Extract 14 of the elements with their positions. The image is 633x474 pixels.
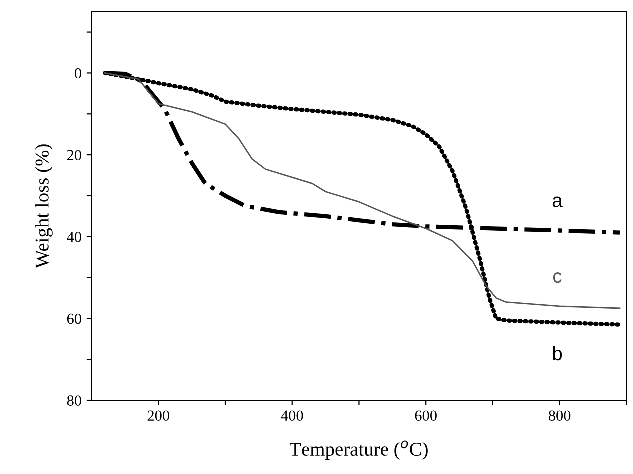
x-axis-title: Temperature ($^{o}$C) (290, 440, 428, 460)
y-axis-title: Weight loss (%) (35, 144, 53, 269)
x-tick-label: 800 (548, 410, 571, 422)
series-label: a (552, 196, 563, 208)
series-label: c (553, 272, 562, 284)
y-tick-label: 20 (67, 150, 82, 160)
y-tick-label: 0 (75, 68, 82, 79)
series-label: b (553, 346, 562, 361)
x-tick-label: 600 (415, 410, 437, 422)
y-tick-label: 60 (67, 314, 82, 324)
y-tick-label: 40 (67, 232, 82, 242)
x-tick-label: 400 (281, 410, 304, 422)
x-tick-label: 200 (148, 410, 170, 422)
y-tick-label: 80 (67, 396, 82, 406)
